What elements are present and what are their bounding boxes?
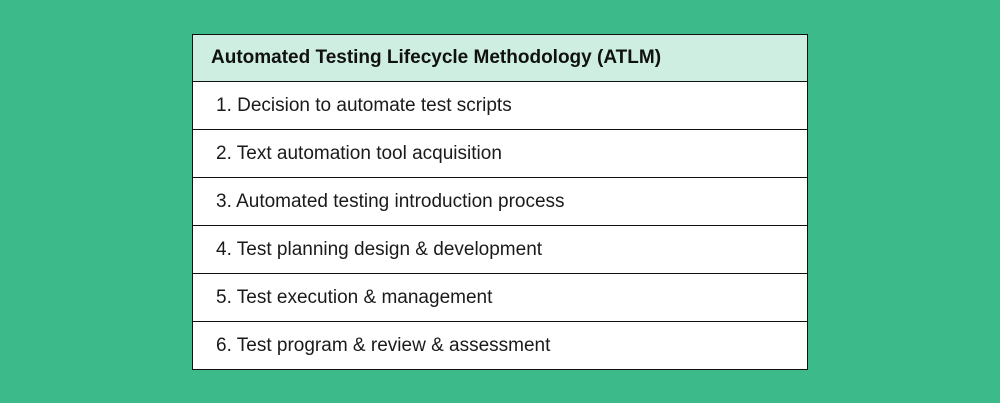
table-row: 2. Text automation tool acquisition <box>193 130 807 178</box>
table-row: 6. Test program & review & assessment <box>216 334 551 356</box>
atlm-table: Automated Testing Lifecycle Methodology … <box>192 34 808 370</box>
table-row: 1. Decision to automate test scripts <box>193 82 807 130</box>
table-row: 5. Test execution & management <box>193 274 807 322</box>
table-header: Automated Testing Lifecycle Methodology … <box>193 35 807 82</box>
table-row: 3. Automated testing introduction proces… <box>193 178 807 226</box>
table-row: 4. Test planning design & development <box>193 226 807 274</box>
